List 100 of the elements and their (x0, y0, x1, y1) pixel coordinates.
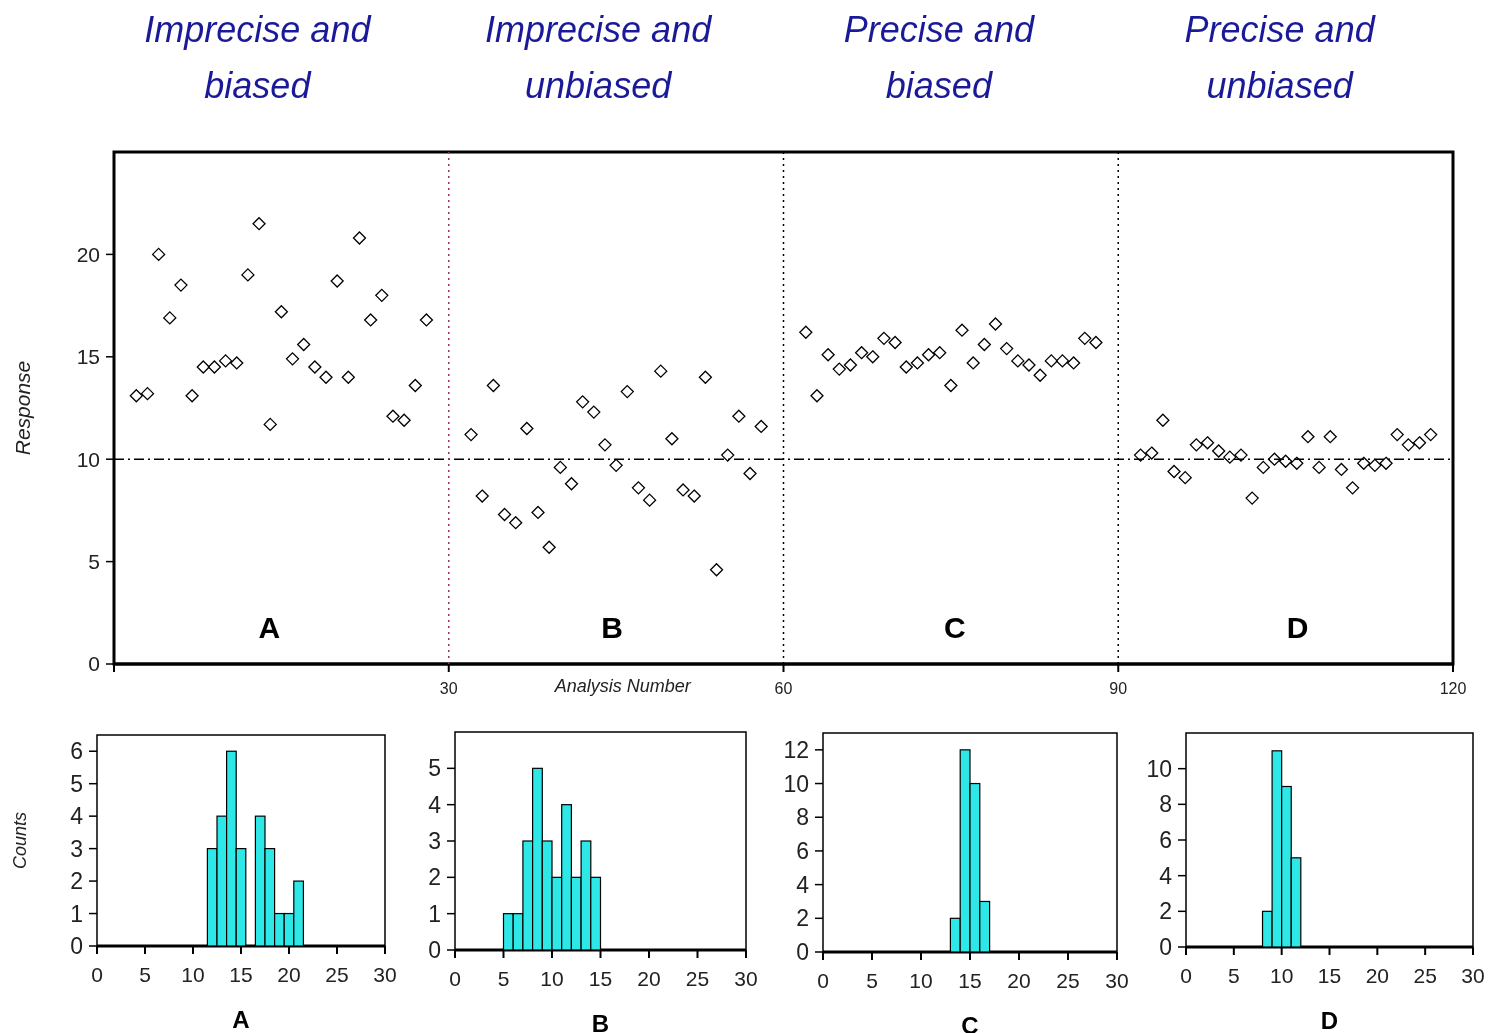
point (631, 481, 646, 495)
point (1212, 444, 1226, 458)
point (1055, 354, 1070, 368)
y-tick-label: 5 (88, 549, 100, 573)
annotation: D (1286, 611, 1309, 644)
x-tick-label: 15 (958, 969, 982, 992)
point (1401, 438, 1416, 452)
point (810, 389, 824, 403)
point (341, 370, 355, 384)
y-tick-label: 10 (76, 447, 100, 471)
point (363, 313, 378, 327)
y-tick-label: 2 (428, 864, 441, 891)
point (397, 413, 411, 427)
x-tick-label: 30 (1105, 969, 1129, 992)
y-tick-label: 5 (428, 755, 441, 782)
point (944, 378, 958, 393)
point (1200, 436, 1215, 450)
point (330, 274, 344, 288)
point (1178, 470, 1192, 485)
x-axis-title: B (591, 1010, 610, 1033)
point (263, 417, 277, 432)
y-axis-title: Counts (10, 811, 30, 870)
point (877, 331, 891, 346)
y-tick-label: 1 (70, 900, 83, 927)
x-tick-label: 10 (1269, 964, 1294, 987)
point (1223, 450, 1237, 464)
annotation: C (944, 611, 966, 644)
point (620, 384, 634, 399)
point (676, 483, 690, 497)
point (1278, 454, 1293, 468)
y-tick-label: 6 (1159, 827, 1172, 854)
point (308, 360, 322, 374)
y-tick-label: 0 (70, 933, 83, 960)
point (230, 356, 244, 370)
point (509, 516, 523, 530)
y-tick-label: 4 (428, 791, 442, 818)
point (642, 493, 657, 507)
point (1167, 464, 1181, 479)
point (732, 409, 746, 423)
y-tick-label: 0 (428, 937, 441, 964)
x-tick-label: 15 (588, 967, 613, 990)
point (821, 348, 835, 362)
x-axis-title: D (1320, 1007, 1339, 1033)
point (386, 409, 400, 423)
x-tick-label: 20 (277, 963, 301, 986)
point (609, 458, 623, 472)
x-tick-label: 30 (734, 967, 758, 990)
point (151, 247, 166, 262)
y-tick-label: 10 (783, 770, 809, 797)
y-tick-label: 8 (1159, 791, 1172, 818)
point (163, 311, 177, 325)
point (241, 268, 255, 282)
y-tick-label: 10 (1146, 755, 1172, 782)
x-tick-label: 0 (449, 967, 461, 990)
point (1379, 456, 1393, 470)
point (1390, 427, 1404, 442)
point (1033, 368, 1047, 382)
point (174, 278, 188, 292)
point (408, 378, 422, 393)
point (375, 288, 389, 303)
x-tick-label: 0 (817, 969, 829, 992)
point (933, 346, 947, 360)
point (1189, 438, 1204, 452)
x-tick-label: 15 (1317, 964, 1342, 987)
x-tick-label: 5 (497, 967, 510, 990)
point (196, 360, 210, 374)
point (576, 395, 590, 409)
point (921, 348, 936, 362)
x-axis-title: Analysis Number (553, 676, 692, 696)
point (129, 389, 143, 403)
point (1334, 462, 1349, 477)
point (866, 350, 880, 364)
annotation: B (601, 611, 623, 644)
y-tick-label: 2 (70, 868, 83, 895)
x-tick-label: 20 (637, 967, 661, 990)
point (587, 405, 601, 419)
text: Precise and unbiased (1184, 9, 1376, 106)
point (464, 427, 478, 442)
x-tick-label: 10 (181, 963, 205, 986)
point (1301, 430, 1315, 444)
point (218, 354, 233, 368)
point (1044, 354, 1058, 368)
x-tick-label: 30 (1461, 964, 1485, 987)
x-tick-label: 10 (909, 969, 933, 992)
point (721, 448, 735, 462)
point (520, 421, 534, 436)
y-axis-title: Response (11, 360, 34, 456)
y-tick-label: 3 (70, 835, 83, 862)
point (1078, 331, 1092, 346)
point (542, 540, 556, 554)
text: Imprecise and biased (144, 9, 372, 106)
point (564, 477, 579, 491)
x-tick-label: 25 (685, 967, 710, 990)
text: Precise and biased (843, 9, 1035, 106)
x-tick-label: 5 (139, 963, 151, 986)
point (1312, 460, 1326, 475)
point (832, 362, 846, 376)
x-tick-label: 0 (1180, 964, 1192, 987)
point (1011, 354, 1025, 368)
y-tick-label: 3 (428, 828, 441, 855)
